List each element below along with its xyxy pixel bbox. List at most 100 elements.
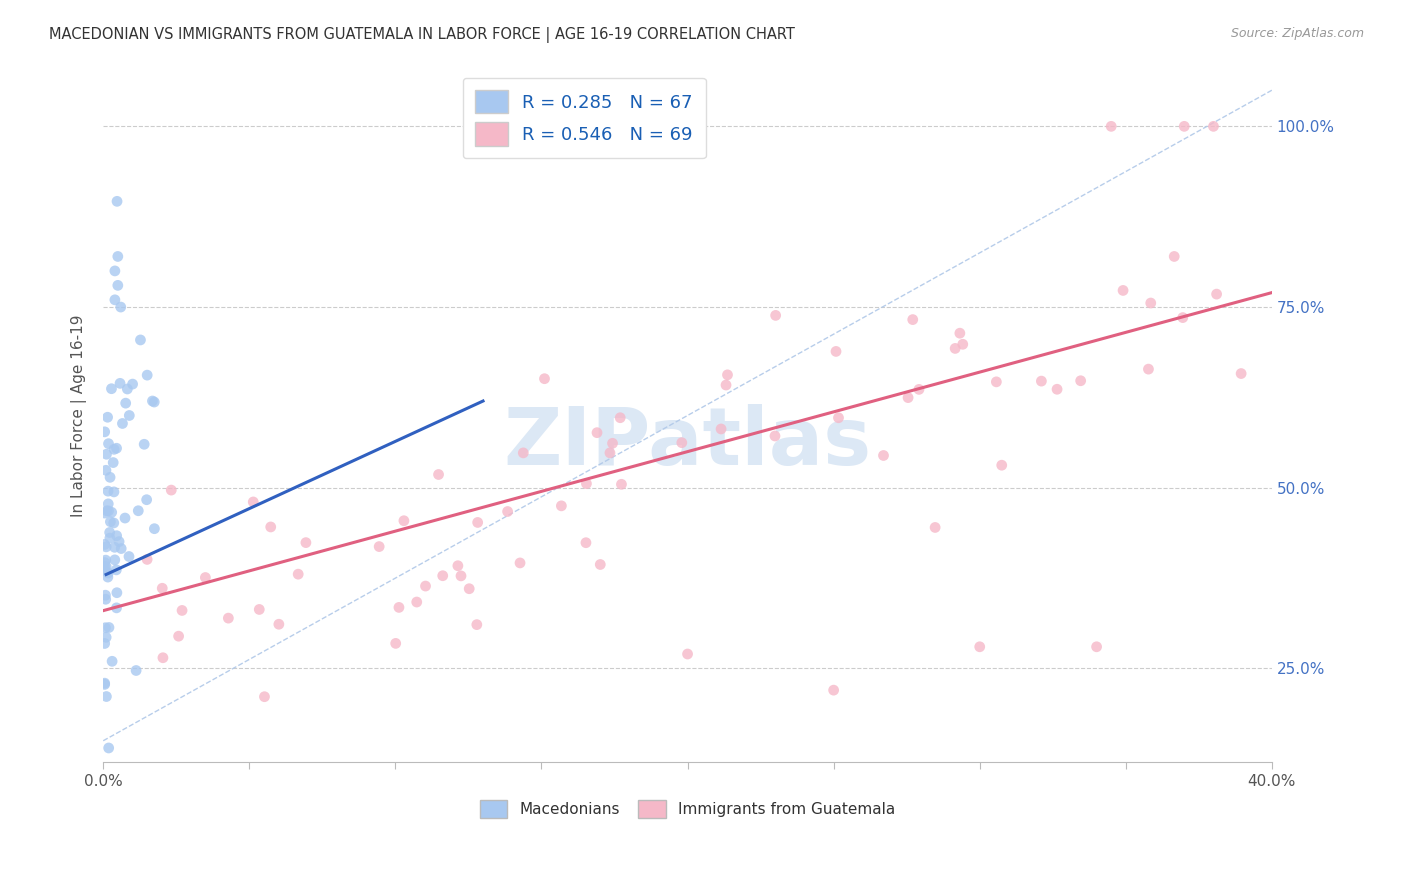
Point	[98, 525, 121, 540]
Point	[105, 585, 128, 599]
Point	[104, 541, 127, 555]
Point	[575, 476, 598, 491]
Point	[93, 506, 115, 520]
Y-axis label: In Labor Force | Age 16-19: In Labor Force | Age 16-19	[72, 314, 87, 516]
Point	[901, 312, 924, 326]
Point	[97, 741, 120, 756]
Point	[827, 410, 849, 425]
Point	[586, 425, 609, 440]
Point	[97, 484, 120, 499]
Point	[93, 537, 115, 551]
Point	[97, 570, 120, 584]
Point	[405, 595, 427, 609]
Point	[714, 378, 737, 392]
Point	[550, 499, 572, 513]
Point	[676, 647, 699, 661]
Point	[105, 529, 128, 543]
Point	[134, 437, 156, 451]
Point	[952, 337, 974, 351]
Point	[872, 449, 894, 463]
Point	[98, 531, 121, 545]
Point	[97, 410, 120, 425]
Point	[143, 522, 166, 536]
Point	[512, 446, 534, 460]
Point	[94, 621, 117, 635]
Point	[392, 514, 415, 528]
Point	[509, 556, 531, 570]
Point	[1112, 284, 1135, 298]
Point	[1171, 310, 1194, 325]
Point	[97, 504, 120, 518]
Point	[108, 376, 131, 391]
Point	[136, 552, 159, 566]
Point	[94, 588, 117, 602]
Point	[671, 435, 693, 450]
Point	[114, 511, 136, 525]
Point	[105, 194, 128, 209]
Point	[969, 640, 991, 654]
Point	[897, 391, 920, 405]
Point	[716, 368, 738, 382]
Point	[117, 382, 139, 396]
Point	[94, 463, 117, 477]
Point	[104, 553, 127, 567]
Point	[432, 568, 454, 582]
Point	[97, 566, 120, 580]
Point	[710, 422, 733, 436]
Point	[104, 264, 127, 278]
Point	[93, 559, 115, 574]
Point	[96, 447, 118, 461]
Point	[908, 383, 931, 397]
Point	[253, 690, 276, 704]
Point	[114, 396, 136, 410]
Point	[427, 467, 450, 482]
Point	[105, 442, 128, 456]
Point	[1099, 120, 1122, 134]
Point	[105, 563, 128, 577]
Point	[93, 676, 115, 690]
Point	[105, 600, 128, 615]
Point	[825, 344, 848, 359]
Point	[170, 603, 193, 617]
Point	[93, 636, 115, 650]
Point	[986, 375, 1008, 389]
Point	[575, 535, 598, 549]
Point	[609, 410, 631, 425]
Point	[160, 483, 183, 497]
Text: Source: ZipAtlas.com: Source: ZipAtlas.com	[1230, 27, 1364, 40]
Point	[103, 456, 125, 470]
Point	[125, 664, 148, 678]
Point	[1070, 374, 1092, 388]
Point	[458, 582, 481, 596]
Point	[129, 333, 152, 347]
Text: MACEDONIAN VS IMMIGRANTS FROM GUATEMALA IN LABOR FORCE | AGE 16-19 CORRELATION C: MACEDONIAN VS IMMIGRANTS FROM GUATEMALA …	[49, 27, 794, 43]
Point	[103, 442, 125, 457]
Point	[602, 436, 624, 450]
Point	[1202, 120, 1225, 134]
Point	[96, 690, 118, 704]
Point	[121, 377, 143, 392]
Point	[136, 368, 159, 383]
Point	[589, 558, 612, 572]
Point	[384, 636, 406, 650]
Point	[94, 553, 117, 567]
Point	[94, 630, 117, 644]
Point	[93, 556, 115, 570]
Point	[1031, 374, 1053, 388]
Point	[127, 504, 149, 518]
Point	[96, 540, 118, 554]
Point	[465, 617, 488, 632]
Point	[107, 250, 129, 264]
Point	[763, 429, 786, 443]
Point	[100, 382, 122, 396]
Point	[1163, 250, 1185, 264]
Point	[97, 620, 120, 634]
Point	[93, 425, 115, 439]
Point	[98, 470, 121, 484]
Point	[141, 394, 163, 409]
Point	[107, 278, 129, 293]
Point	[287, 567, 309, 582]
Point	[1173, 120, 1195, 134]
Point	[267, 617, 290, 632]
Point	[135, 492, 157, 507]
